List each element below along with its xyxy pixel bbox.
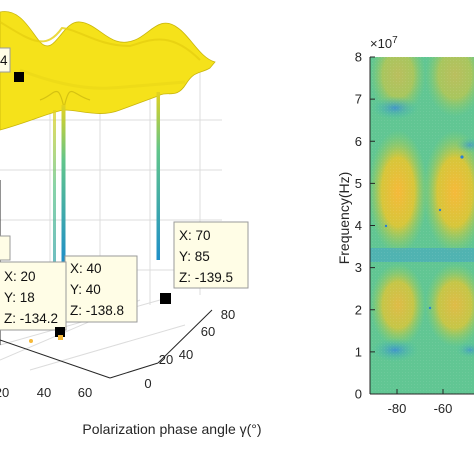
data-tip[interactable]: X: 70 Y: 85 Z: -139.5 [173, 221, 249, 289]
surface-sheet [0, 11, 216, 131]
heatmap-image [370, 57, 474, 394]
surface-spike [61, 105, 66, 263]
x-tick-label: -80 [388, 401, 407, 416]
y-tick-label: 80 [221, 307, 235, 322]
partial-tip-text: 4 [0, 53, 8, 68]
y-tick-label: 20 [159, 352, 173, 367]
tip-z: Z: -138.8 [70, 303, 124, 318]
data-tip[interactable]: X: 40 Y: 40 Z: -138.8 [64, 255, 138, 323]
x-tick-label: 40 [37, 385, 51, 400]
y-axis-label: Frequency(Hz) [336, 172, 352, 265]
tip-z: Z: -134.2 [4, 311, 58, 326]
y-exponent-power: 7 [392, 35, 398, 46]
y-tick-label: 5 [355, 176, 362, 191]
y-exponent-base: ×10 [370, 36, 392, 51]
surface-plot: 4 X: 40 Y: 40 Z: -138.8 X: 20 Y: 18 Z: -… [0, 11, 262, 437]
tip-x: X: 40 [70, 261, 102, 276]
y-tick-label: 8 [355, 50, 362, 65]
tip-marker [160, 293, 171, 304]
tip-marker [55, 327, 65, 337]
x-tick-label: 20 [0, 385, 9, 400]
surface-spike [53, 110, 56, 330]
y-ticks: 0 1 2 3 4 5 6 7 8 [355, 50, 375, 402]
y-tick-label: 0 [355, 387, 362, 402]
x-tick-label: 60 [78, 385, 92, 400]
tip-marker [58, 335, 63, 340]
tip-x: X: 20 [4, 269, 36, 284]
y-tick-label: 40 [179, 347, 193, 362]
data-tip[interactable]: X: 20 Y: 18 Z: -134.2 [0, 261, 67, 331]
y-tick-label: 0 [144, 376, 151, 391]
y-tick-label: 1 [355, 344, 362, 359]
y-tick-label: 4 [355, 218, 362, 233]
x-axis-line [0, 339, 111, 379]
surface-spike [156, 92, 160, 260]
y-tick-label: 7 [355, 92, 362, 107]
y-axis-line [109, 362, 159, 379]
tip-y: Y: 85 [179, 249, 210, 264]
x-axis-label: Polarization phase angle γ(°) [82, 421, 261, 437]
y-tick-label: 6 [355, 134, 362, 149]
y-tick-label: 2 [355, 302, 362, 317]
x-tick-label: -60 [434, 401, 453, 416]
tip-y: Y: 40 [70, 282, 101, 297]
tip-marker [14, 72, 24, 82]
tip-z: Z: -139.5 [179, 270, 233, 285]
y-exponent-label: ×107 [370, 35, 398, 51]
y-tick-label: 60 [201, 324, 215, 339]
tip-y: Y: 18 [4, 290, 35, 305]
tip-x: X: 70 [179, 228, 211, 243]
y-tick-label: 3 [355, 260, 362, 275]
